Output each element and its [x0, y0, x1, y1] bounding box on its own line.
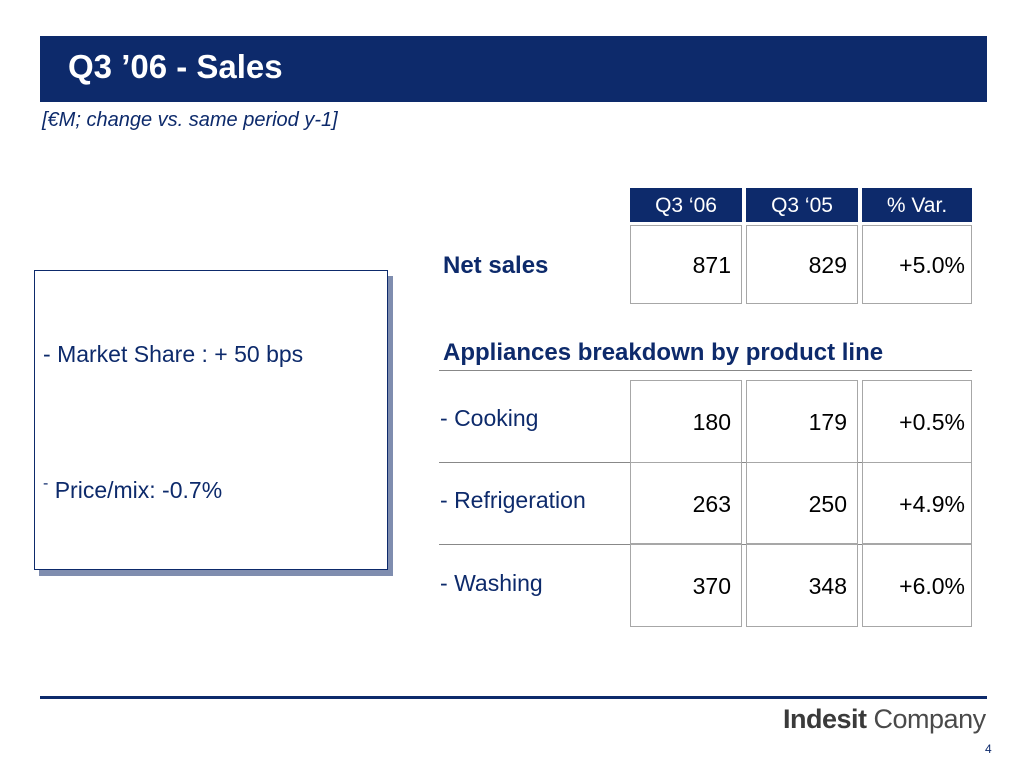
- title-bar: Q3 ’06 - Sales: [40, 36, 987, 102]
- section-divider: [439, 370, 972, 371]
- company-logo: Indesit Company: [783, 704, 986, 735]
- page-number: 4: [985, 742, 992, 756]
- logo-suffix: Company: [873, 704, 987, 734]
- note-market-share: - Market Share : + 50 bps: [43, 341, 303, 368]
- row-label-washing: - Washing: [440, 570, 543, 597]
- cooking-q3-06: 180: [630, 380, 742, 463]
- note-prefix: -: [43, 341, 51, 367]
- cooking-var: +0.5%: [862, 380, 972, 463]
- washing-var: +6.0%: [862, 544, 972, 627]
- slide-subtitle: [€M; change vs. same period y-1]: [42, 109, 338, 131]
- footer-divider: [40, 696, 987, 699]
- note-price-mix: - Price/mix: -0.7%: [43, 475, 223, 504]
- slide-title: Q3 ’06 - Sales: [68, 48, 283, 85]
- refrigeration-q3-05: 250: [746, 462, 858, 544]
- cooking-q3-05: 179: [746, 380, 858, 463]
- row-prefix: -: [440, 405, 448, 431]
- row-label-refrigeration: - Refrigeration: [440, 487, 586, 514]
- column-header-q3-05: Q3 ‘05: [746, 188, 858, 222]
- notes-box: - Market Share : + 50 bps - Price/mix: -…: [34, 270, 388, 570]
- refrigeration-q3-06: 263: [630, 462, 742, 544]
- net-sales-q3-05: 829: [746, 225, 858, 304]
- note-text: Price/mix: -0.7%: [54, 477, 223, 503]
- column-header-var: % Var.: [862, 188, 972, 222]
- logo-brand: Indesit: [783, 704, 867, 734]
- refrigeration-var: +4.9%: [862, 462, 972, 544]
- row-prefix: -: [440, 570, 448, 596]
- row-prefix: -: [440, 487, 448, 513]
- row-label-cooking: - Cooking: [440, 405, 538, 432]
- section-title: Appliances breakdown by product line: [443, 339, 884, 366]
- net-sales-q3-06: 871: [630, 225, 742, 304]
- note-prefix: -: [43, 475, 49, 492]
- note-text: Market Share : + 50 bps: [57, 341, 304, 367]
- washing-q3-05: 348: [746, 544, 858, 627]
- net-sales-var: +5.0%: [862, 225, 972, 304]
- row-label: Cooking: [454, 405, 539, 431]
- column-header-q3-06: Q3 ‘06: [630, 188, 742, 222]
- washing-q3-06: 370: [630, 544, 742, 627]
- row-label: Refrigeration: [454, 487, 586, 513]
- row-label: Washing: [454, 570, 543, 596]
- net-sales-label: Net sales: [443, 252, 549, 279]
